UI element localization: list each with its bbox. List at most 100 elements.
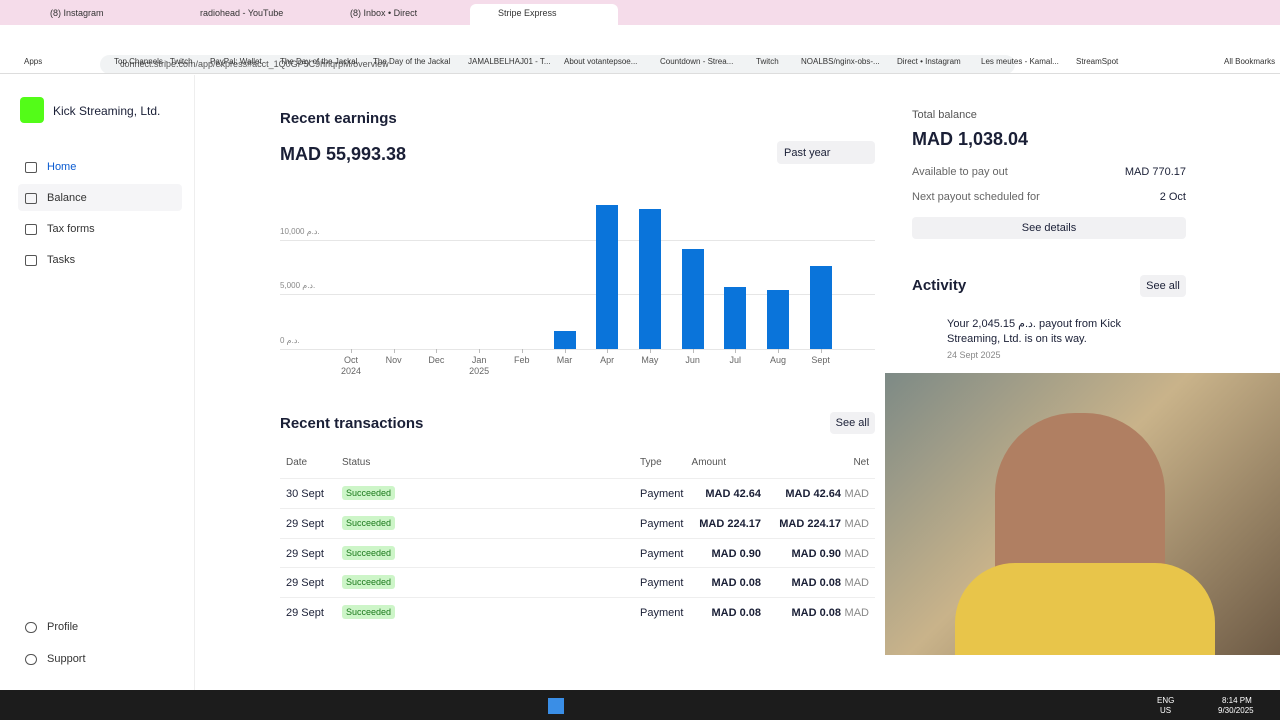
type: Payment (640, 547, 684, 560)
x-tick-mark (479, 349, 481, 353)
x-tick-label: Apr (600, 355, 615, 365)
x-tick-mark (393, 349, 395, 353)
status-badge: Succeeded (342, 545, 396, 560)
table-row: 29 Sept Succeeded Payment MAD 0.90 MAD 0.90 M… (280, 537, 875, 568)
x-tick-mark (564, 349, 566, 353)
nav-item[interactable]: Home (47, 161, 77, 173)
tab[interactable]: (8) Instagram (50, 8, 104, 18)
heading: Recent earnings (280, 110, 397, 127)
nav-item[interactable]: Profile (47, 621, 79, 633)
shirt (955, 563, 1215, 655)
x-tick-mark (735, 349, 737, 353)
label: Next payout scheduled for (912, 191, 1040, 203)
period-select[interactable]: Past year (777, 141, 875, 164)
bookmark[interactable]: The Day of the Jackal (280, 57, 358, 66)
earnings-total: MAD 55,993.38 (280, 144, 407, 164)
amount: MAD 0.90 (711, 547, 761, 560)
amount: MAD 42.64 (705, 488, 761, 500)
y-tick-label: 10,000 د.م. (280, 226, 320, 236)
grid-line (280, 239, 875, 241)
url-bar[interactable]: connect.stripe.com/app/express#acct_1Q0G… (100, 55, 1015, 74)
bookmark[interactable]: Top Channels - Twitch (114, 57, 193, 66)
x-tick-mark (649, 349, 651, 353)
net-currency: MAD (844, 547, 869, 560)
table-row: 30 Sept Succeeded Payment MAD 42.64 MAD 42.6… (280, 478, 875, 508)
date: 29 Sept (286, 517, 324, 530)
nav-item[interactable]: Tax forms (47, 223, 95, 235)
activity-item: Your 2,045.15 د.م. payout from Kick Stre… (947, 318, 1121, 345)
divider (0, 73, 1280, 74)
date: 29 Sept (286, 547, 324, 560)
nav-item[interactable]: Support (47, 653, 86, 665)
bar (681, 248, 704, 349)
net: MAD 0.08 (791, 607, 841, 620)
x-tick-label: Aug (769, 355, 786, 365)
nav-icon (25, 654, 37, 665)
x-tick-label: Oct 2024 (340, 355, 362, 376)
start-button[interactable] (548, 698, 564, 714)
balance: MAD 1,038.04 (912, 129, 1029, 149)
bookmark[interactable]: The Day of the Jackal (373, 57, 451, 66)
bookmark[interactable]: StreamSpot (1076, 57, 1119, 66)
bookmark[interactable]: Apps (24, 57, 43, 66)
bookmark[interactable]: JAMALBELHAJ01 - T... (468, 57, 551, 66)
bookmark[interactable]: All Bookmarks (1224, 57, 1276, 66)
x-tick-label: Jan 2025 (469, 355, 490, 376)
x-tick-label: May (641, 355, 659, 365)
x-tick-mark (820, 349, 822, 353)
x-tick-mark (351, 349, 352, 353)
date: 9/30/2025 (1218, 706, 1254, 715)
region: US (1160, 706, 1172, 715)
grid-line (280, 349, 875, 350)
taskbar: ENG US 8:14 PM 9/30/2025 (0, 690, 1280, 720)
bar (724, 286, 747, 349)
tab[interactable]: Stripe Express (470, 4, 618, 25)
x-tick-mark (607, 349, 609, 353)
bar (767, 289, 789, 349)
nav-icon (25, 255, 37, 266)
earnings-title: Recent earnings (280, 110, 397, 127)
bar (809, 265, 832, 349)
x-tick-label: Jun (685, 355, 700, 365)
x-tick-label: Mar (556, 355, 573, 365)
x-tick-mark (436, 349, 438, 353)
value: MAD 770.17 (1124, 166, 1186, 178)
nav-icon (25, 622, 37, 633)
bookmark[interactable]: Twitch (756, 57, 779, 66)
tab[interactable]: radiohead - YouTube (200, 8, 284, 18)
bookmark[interactable]: Direct • Instagram (897, 57, 961, 66)
nav-icon (25, 224, 37, 235)
status-badge: Succeeded (342, 605, 396, 620)
bookmark[interactable]: Countdown - Strea... (660, 57, 734, 66)
see-all-button[interactable]: See all (830, 412, 875, 434)
net: MAD 0.90 (791, 547, 841, 560)
nav-item[interactable]: Tasks (47, 254, 76, 266)
bookmark[interactable]: About votantepsoe... (564, 57, 638, 66)
heading: Activity (912, 277, 967, 294)
see-all-button[interactable]: See all (1140, 275, 1186, 297)
net: MAD 42.64 (785, 488, 841, 500)
table-row: 29 Sept Succeeded Payment MAD 224.17 MAD 224… (280, 507, 875, 538)
bookmark[interactable]: NOALBS/nginx-obs-... (801, 57, 880, 66)
table-row: 29 Sept Succeeded Payment MAD 0.08 MAD 0.08 M… (280, 597, 875, 627)
label: Total balance (912, 109, 977, 121)
status-badge: Succeeded (342, 575, 396, 590)
amount: MAD 224.17 (699, 517, 761, 530)
x-tick-label: Feb (514, 355, 530, 365)
hover-bg (18, 184, 182, 211)
bookmark[interactable]: Les meutes - Kamal... (981, 57, 1059, 66)
table-header: Status (342, 457, 371, 468)
label: Available to pay out (912, 166, 1008, 178)
table-header: Date (286, 457, 308, 468)
see-details-button[interactable]: See details (912, 217, 1186, 239)
bar (553, 330, 576, 349)
transactions-title: Recent transactions (280, 415, 423, 432)
x-tick-mark (692, 349, 694, 353)
x-tick-label: Sept (811, 355, 830, 365)
bookmark[interactable]: PayPal: Wallet (210, 57, 262, 66)
tab[interactable]: (8) Inbox • Direct (350, 8, 418, 18)
date: 30 Sept (286, 488, 324, 500)
account-name: Kick Streaming, Ltd. (53, 104, 161, 118)
nav-item[interactable]: Balance (47, 192, 87, 204)
